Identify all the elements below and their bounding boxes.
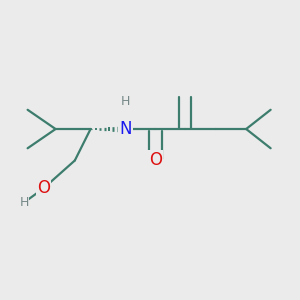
Text: O: O xyxy=(149,152,162,169)
Text: O: O xyxy=(37,179,50,197)
Text: H: H xyxy=(121,94,130,107)
Text: H: H xyxy=(20,196,29,209)
Text: N: N xyxy=(119,120,132,138)
